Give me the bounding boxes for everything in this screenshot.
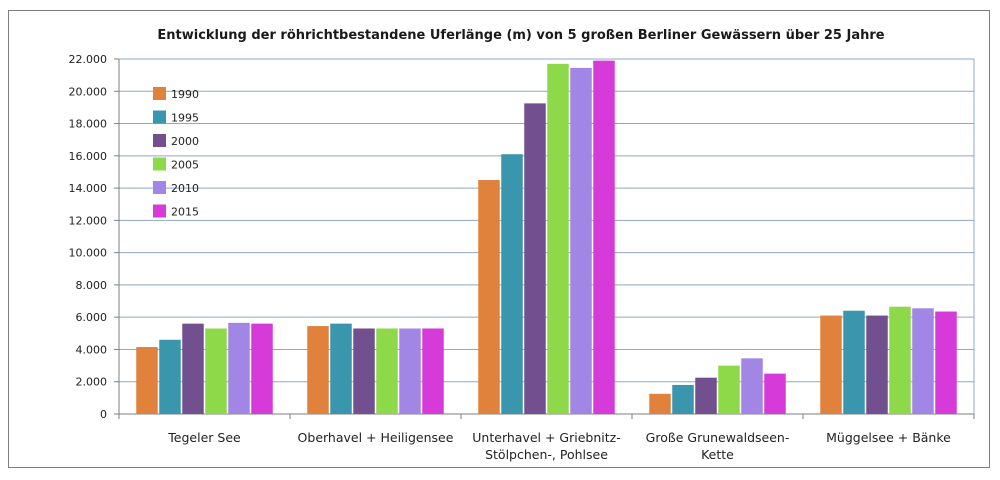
bar: [912, 308, 934, 414]
bar: [570, 67, 592, 414]
y-tick-label: 0: [100, 408, 107, 421]
bar: [889, 306, 911, 414]
bars: [136, 60, 957, 415]
chart-frame: Entwicklung der röhrichtbestandene Uferl…: [8, 10, 990, 468]
x-category-label: Stölpchen-, Pohlsee: [485, 447, 608, 462]
chart-title: Entwicklung der röhrichtbestandene Uferl…: [157, 28, 884, 43]
legend-swatch: [153, 181, 166, 194]
bar: [672, 384, 694, 414]
y-tick-label: 2.000: [76, 376, 108, 389]
x-category-label: Tegeler See: [167, 430, 241, 445]
bar: [820, 315, 842, 414]
y-tick-label: 22.000: [69, 53, 108, 66]
bar: [422, 328, 444, 414]
bar: [399, 328, 421, 414]
y-tick-label: 8.000: [76, 279, 108, 292]
bar: [228, 322, 250, 414]
x-category-label: Müggelsee + Bänke: [826, 430, 951, 445]
bar: [251, 323, 273, 414]
legend-label: 2005: [171, 159, 199, 172]
legend-label: 2015: [171, 206, 199, 219]
y-tick-label: 18.000: [69, 118, 108, 131]
bar: [718, 365, 740, 414]
axis-labels: 0 2.000 4.000 6.000 8.000 10.000 12.000 14.000 1…: [69, 53, 952, 462]
x-category-label: Große Grunewaldseen-: [646, 430, 790, 445]
y-tick-label: 12.000: [69, 214, 108, 227]
bar: [741, 358, 763, 414]
bar: [376, 328, 398, 414]
legend-swatch: [153, 134, 166, 147]
legend: 1990 1995 2000 2005 2010 2015: [153, 87, 199, 219]
y-tick-label: 4.000: [76, 343, 108, 356]
bar: [478, 180, 500, 414]
bar: [866, 315, 888, 414]
y-tick-label: 10.000: [69, 247, 108, 260]
x-category-label: Oberhavel + Heiligensee: [298, 430, 454, 445]
x-category-label: Kette: [701, 447, 734, 462]
chart: Entwicklung der röhrichtbestandene Uferl…: [69, 28, 975, 462]
y-tick-label: 14.000: [69, 182, 108, 195]
legend-swatch: [153, 110, 166, 124]
bar: [649, 393, 671, 414]
bar: [764, 373, 786, 414]
bar: [695, 377, 717, 414]
y-tick-label: 16.000: [69, 150, 108, 163]
bar: [136, 347, 158, 414]
legend-label: 2000: [171, 135, 199, 148]
bar: [843, 310, 865, 414]
bar: [353, 328, 375, 414]
bar: [182, 323, 204, 414]
y-tick-label: 6.000: [76, 311, 108, 324]
legend-swatch: [153, 157, 166, 171]
legend-label: 1990: [171, 88, 199, 101]
bar: [307, 326, 329, 414]
bar: [159, 339, 181, 414]
bar: [330, 323, 352, 414]
legend-swatch: [153, 87, 166, 100]
bar: [524, 103, 546, 414]
bar: [547, 63, 569, 414]
legend-label: 2010: [171, 182, 199, 195]
bar: [593, 60, 615, 414]
legend-swatch: [153, 204, 166, 218]
bar: [205, 328, 227, 414]
legend-label: 1995: [171, 112, 199, 125]
x-category-label: Unterhavel + Griebnitz-: [472, 430, 620, 445]
bar: [935, 311, 957, 414]
y-tick-label: 20.000: [69, 85, 108, 98]
bar: [501, 154, 523, 415]
